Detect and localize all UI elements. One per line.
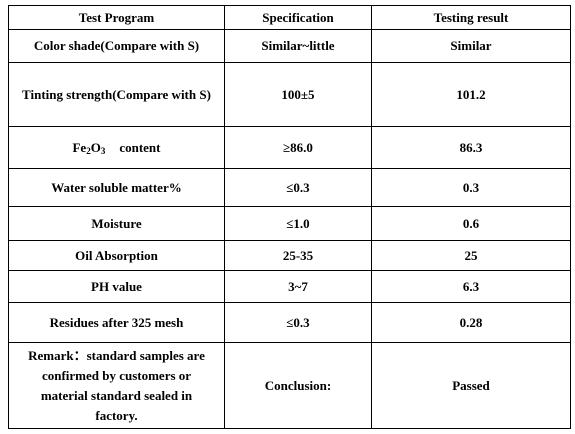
table-border: [570, 5, 571, 429]
result-ph-value: 6.3: [462, 278, 480, 294]
table-border: [8, 428, 571, 429]
row-divider: [8, 302, 571, 303]
row-divider: [8, 342, 571, 343]
spec-color-shade: Similar~little: [261, 38, 335, 53]
fe2o3-formula: Fe2O3: [72, 138, 105, 158]
conclusion-value: Passed: [452, 377, 490, 393]
result-oil-absorption: 25: [464, 247, 478, 263]
spec-oil-absorption: 25-35: [282, 247, 314, 263]
program-oil-absorption: Oil Absorption: [75, 247, 158, 263]
row-divider: [8, 126, 571, 127]
result-fe2o3-content: 86.3: [459, 139, 483, 155]
program-residues: Residues after 325 mesh: [49, 314, 184, 330]
program-tinting-strength: Tinting strength(Compare with S): [22, 86, 211, 102]
spec-fe2o3-content: ≥86.0: [283, 139, 313, 155]
result-residues: 0.28: [459, 314, 483, 330]
result-water-soluble: 0.3: [462, 179, 480, 195]
result-tinting-strength: 101.2: [456, 86, 486, 102]
spec-water-soluble: ≤0.3: [286, 179, 310, 195]
header-testing-result: Testing result: [433, 9, 509, 25]
row-divider: [8, 270, 571, 271]
content-label: content: [119, 139, 161, 155]
program-fe2o3-content: Fe2O3 content: [9, 127, 224, 168]
spec-moisture: ≤1.0: [286, 215, 310, 231]
program-ph-value: PH value: [91, 278, 142, 294]
spec-ph-value: 3~7: [288, 278, 308, 294]
row-divider: [8, 29, 571, 30]
table-border: [8, 5, 571, 6]
header-specification: Specification: [262, 9, 334, 25]
row-divider: [8, 240, 571, 241]
formula-sub-2: 2: [86, 145, 91, 156]
result-moisture: 0.6: [462, 215, 480, 231]
formula-fe: Fe: [72, 139, 87, 155]
row-divider: [8, 62, 571, 63]
program-water-soluble: Water soluble matter%: [51, 179, 182, 195]
formula-o: O: [90, 139, 101, 155]
column-divider: [371, 5, 372, 429]
row-divider: [8, 168, 571, 169]
column-divider: [224, 5, 225, 429]
remark-text: Remark：standard samples are confirmed by…: [28, 347, 205, 423]
formula-sub-3: 3: [100, 145, 106, 156]
program-moisture: Moisture: [91, 215, 142, 231]
spec-tinting-strength: 100±5: [281, 86, 315, 102]
spec-residues: ≤0.3: [286, 314, 310, 330]
program-color-shade: Color shade(Compare with S): [33, 38, 200, 53]
header-test-program: Test Program: [78, 9, 155, 25]
conclusion-label: Conclusion:: [264, 377, 332, 393]
row-divider: [8, 206, 571, 207]
result-color-shade: Similar: [450, 38, 492, 53]
table-border: [8, 5, 9, 429]
